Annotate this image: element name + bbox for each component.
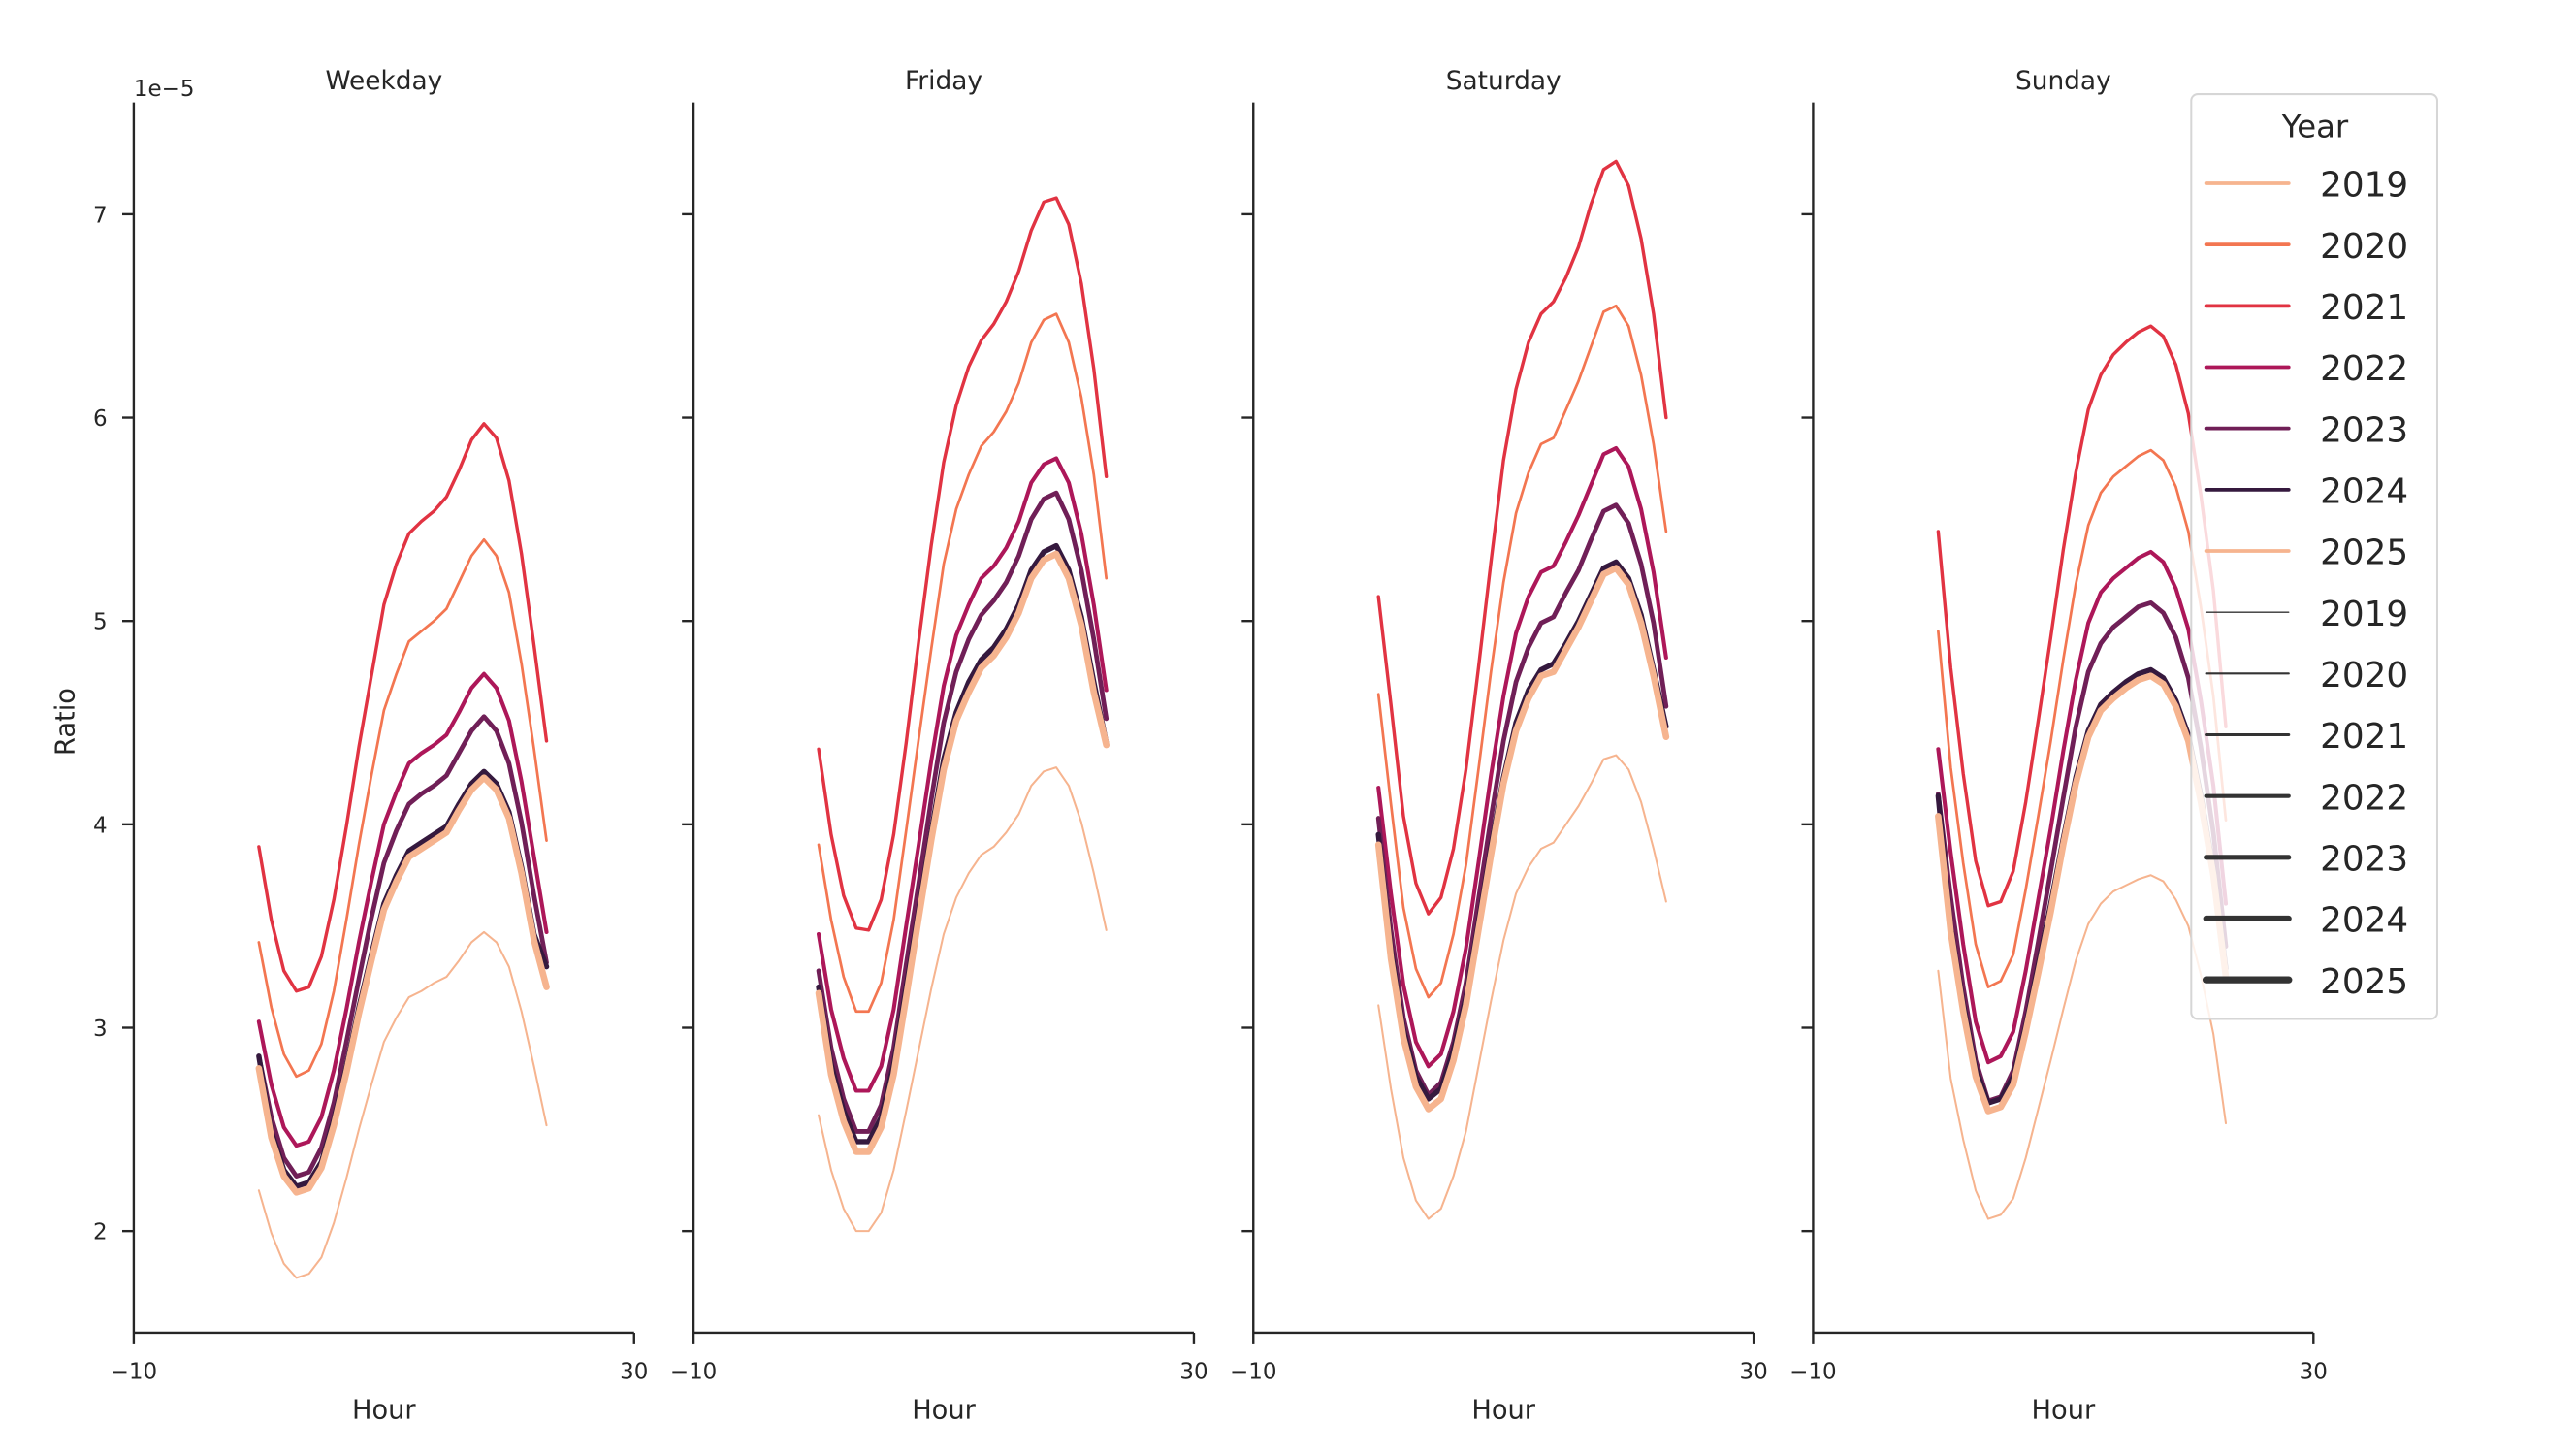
legend-label: 2021 [2320,717,2408,757]
panel-saturday: Saturday −10 30 Hour [1230,67,1768,1426]
y-offset-label: 1e−5 [134,77,195,102]
x-tick-label: 30 [1179,1360,1208,1385]
series-line-2022 [1936,549,2229,1065]
panel-title: Weekday [325,67,442,96]
x-axis-label: Hour [2032,1396,2096,1426]
x-axis-label: Hour [912,1396,976,1426]
panel-sunday: Sunday −10 30 Hour [1789,67,2328,1426]
series-line-2020 [257,537,548,1079]
y-tick-label: 7 [93,203,108,228]
y-axis-label: Ratio [51,688,81,756]
legend-label: 2024 [2320,901,2408,941]
legend-label: 2022 [2320,349,2408,389]
series-line-2025 [815,550,1111,1155]
y-tick-label: 3 [93,1017,108,1042]
x-tick-label: −10 [1789,1360,1836,1385]
legend-frame [2190,93,2439,1020]
legend-label: 2022 [2320,778,2408,818]
series-line-2021 [1936,324,2228,908]
x-tick-label: −10 [111,1360,157,1385]
series-line-2025 [1374,565,1670,1113]
series-line-2019 [257,930,548,1279]
series-line-2022 [817,456,1109,1093]
series-line-2020 [1376,304,1668,999]
series-line-2019 [1937,874,2228,1220]
x-tick-label: −10 [670,1360,717,1385]
panel-title: Sunday [2015,67,2111,96]
legend-label: 2019 [2320,595,2408,634]
x-axis-label: Hour [352,1396,416,1426]
x-tick-label: 30 [620,1360,648,1385]
legend: Year 2019 2020 2021 2022 2023 2024 2025 2019 2020… [2190,93,2439,1020]
series-line-2019 [818,766,1108,1233]
series-line-2025 [1935,672,2230,1115]
legend-label: 2025 [2320,534,2408,573]
series-line-2024 [1375,559,1669,1102]
legend-label: 2024 [2320,471,2408,511]
series-line-2020 [817,312,1109,1014]
series-line-2022 [1376,445,1668,1069]
y-tick-label: 4 [93,813,108,838]
legend-label: 2023 [2320,410,2408,450]
series-line-2021 [257,422,549,993]
panel-weekday: Weekday 2 3 4 5 6 7 −10 30 Hour Ratio 1e−5 [51,67,649,1426]
x-tick-label: −10 [1230,1360,1276,1385]
series-line-2023 [1936,599,2229,1104]
legend-label: 2023 [2320,839,2408,879]
x-axis-label: Hour [1471,1396,1535,1426]
x-tick-label: 30 [2300,1360,2328,1385]
legend-label: 2020 [2320,656,2408,695]
x-tick-label: 30 [1740,1360,1768,1385]
series-line-2024 [256,768,550,1189]
y-tick-label: 5 [93,610,108,635]
panel-title: Saturday [1446,67,1562,96]
y-tick-label: 6 [93,406,108,432]
series-line-2019 [1377,754,1667,1220]
series-line-2021 [817,196,1109,932]
y-tick-label: 2 [93,1220,108,1245]
legend-label: 2025 [2320,962,2408,1002]
legend-title: Year [2281,108,2349,145]
series-line-2023 [256,714,549,1179]
legend-label: 2019 [2320,166,2408,206]
series-line-2023 [816,490,1110,1134]
series-line-2024 [816,542,1110,1145]
panel-title: Friday [905,67,982,96]
series-line-2021 [1376,159,1668,916]
legend-label: 2021 [2320,288,2408,328]
series-line-2022 [256,671,549,1148]
panel-friday: Friday −10 30 Hour [670,67,1208,1426]
legend-label: 2020 [2320,227,2408,267]
series-line-2020 [1937,448,2228,988]
series-line-2023 [1375,502,1669,1098]
series-line-2025 [255,774,550,1196]
panels: Weekday 2 3 4 5 6 7 −10 30 Hour Ratio 1e−5 Friday −10… [51,67,2328,1426]
